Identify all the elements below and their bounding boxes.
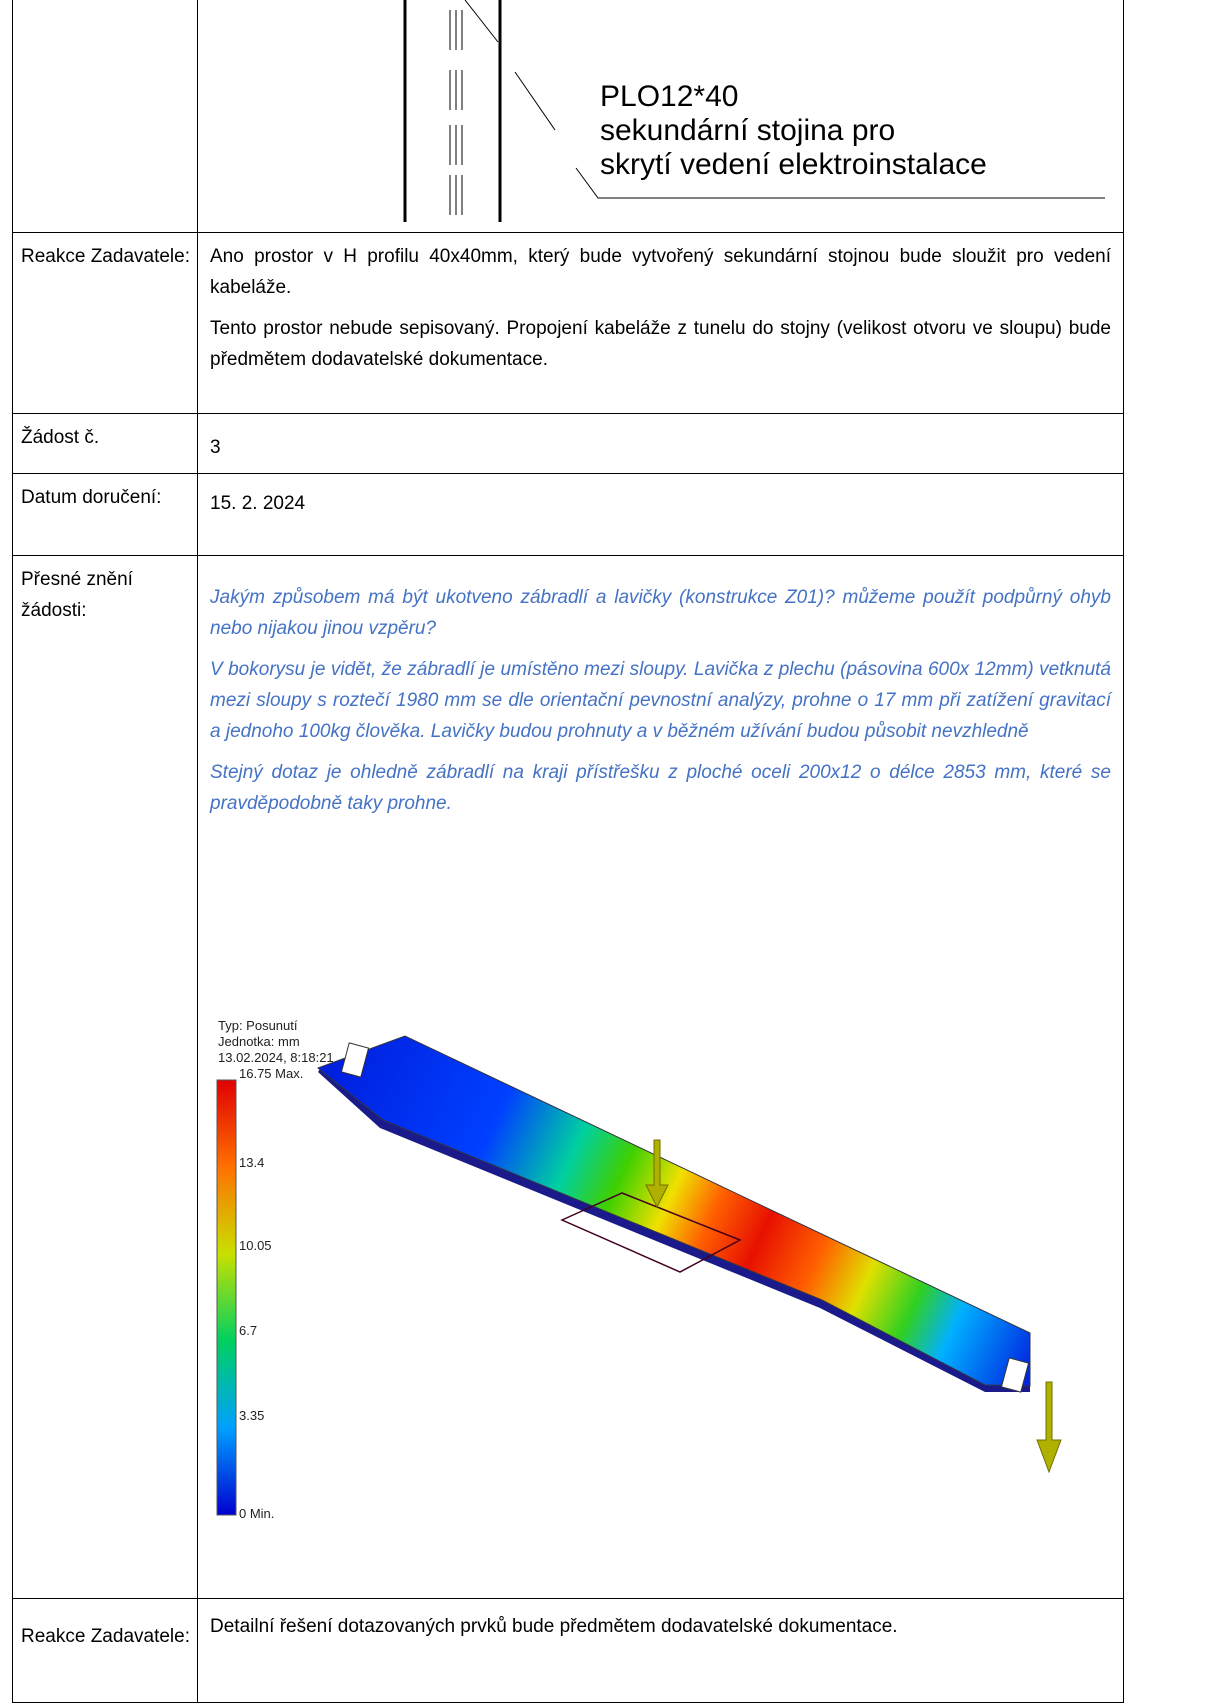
caption-line: sekundární stojina pro [600,114,895,147]
section-caption: PLO12*40 sekundární stojina pro skrytí v… [600,80,987,181]
legend-label: 13.4 [239,1155,264,1170]
fea-info: Typ: Posunutí Jednotka: mm 13.02.2024, 8… [218,1018,334,1065]
caption-line: PLO12*40 [600,80,738,113]
info-text: 13.02.2024, 8:18:21 [218,1050,334,1065]
legend-label: 16.75 Max. [239,1066,303,1081]
legend-label: 10.05 [239,1238,272,1253]
section-drawing [405,0,1105,222]
legend-label: 0 Min. [239,1506,274,1521]
color-scale [217,1080,236,1515]
page: Reakce Zadavatele:Ano prostor v H profil… [0,0,1229,1698]
info-text: Typ: Posunutí [218,1018,298,1033]
info-text: Jednotka: mm [218,1034,300,1049]
legend-label: 6.7 [239,1323,257,1338]
drawings: PLO12*40 sekundární stojina pro skrytí v… [0,0,1229,1698]
fea-legend: 16.75 Max. 13.4 10.05 6.7 3.35 0 Min. [239,1066,303,1521]
legend-label: 3.35 [239,1408,264,1423]
caption-line: skrytí vedení elektroinstalace [600,148,987,181]
fea-beam [318,1036,1061,1472]
